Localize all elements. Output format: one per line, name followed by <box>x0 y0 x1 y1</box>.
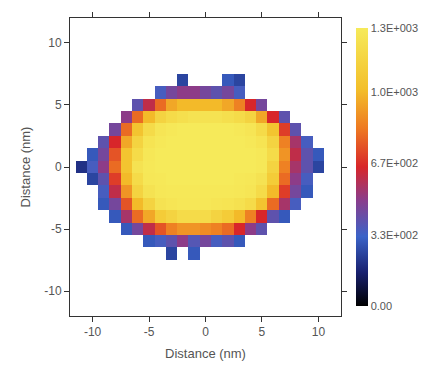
svg-text:1.3E+003: 1.3E+003 <box>371 22 418 34</box>
svg-text:6.7E+002: 6.7E+002 <box>371 157 418 169</box>
svg-text:-5: -5 <box>51 222 62 236</box>
svg-text:5: 5 <box>55 98 62 112</box>
svg-text:5: 5 <box>259 325 266 339</box>
svg-text:-5: -5 <box>144 325 155 339</box>
svg-text:10: 10 <box>48 36 62 50</box>
svg-text:10: 10 <box>312 325 326 339</box>
svg-text:-10: -10 <box>44 284 62 298</box>
svg-text:1.0E+003: 1.0E+003 <box>371 86 418 98</box>
svg-text:Distance (nm): Distance (nm) <box>18 127 33 208</box>
svg-text:3.3E+002: 3.3E+002 <box>371 229 418 241</box>
svg-text:0: 0 <box>55 160 62 174</box>
svg-text:0.00: 0.00 <box>371 300 392 312</box>
svg-text:0: 0 <box>202 325 209 339</box>
svg-text:-10: -10 <box>84 325 102 339</box>
svg-text:Distance (nm): Distance (nm) <box>165 346 246 361</box>
